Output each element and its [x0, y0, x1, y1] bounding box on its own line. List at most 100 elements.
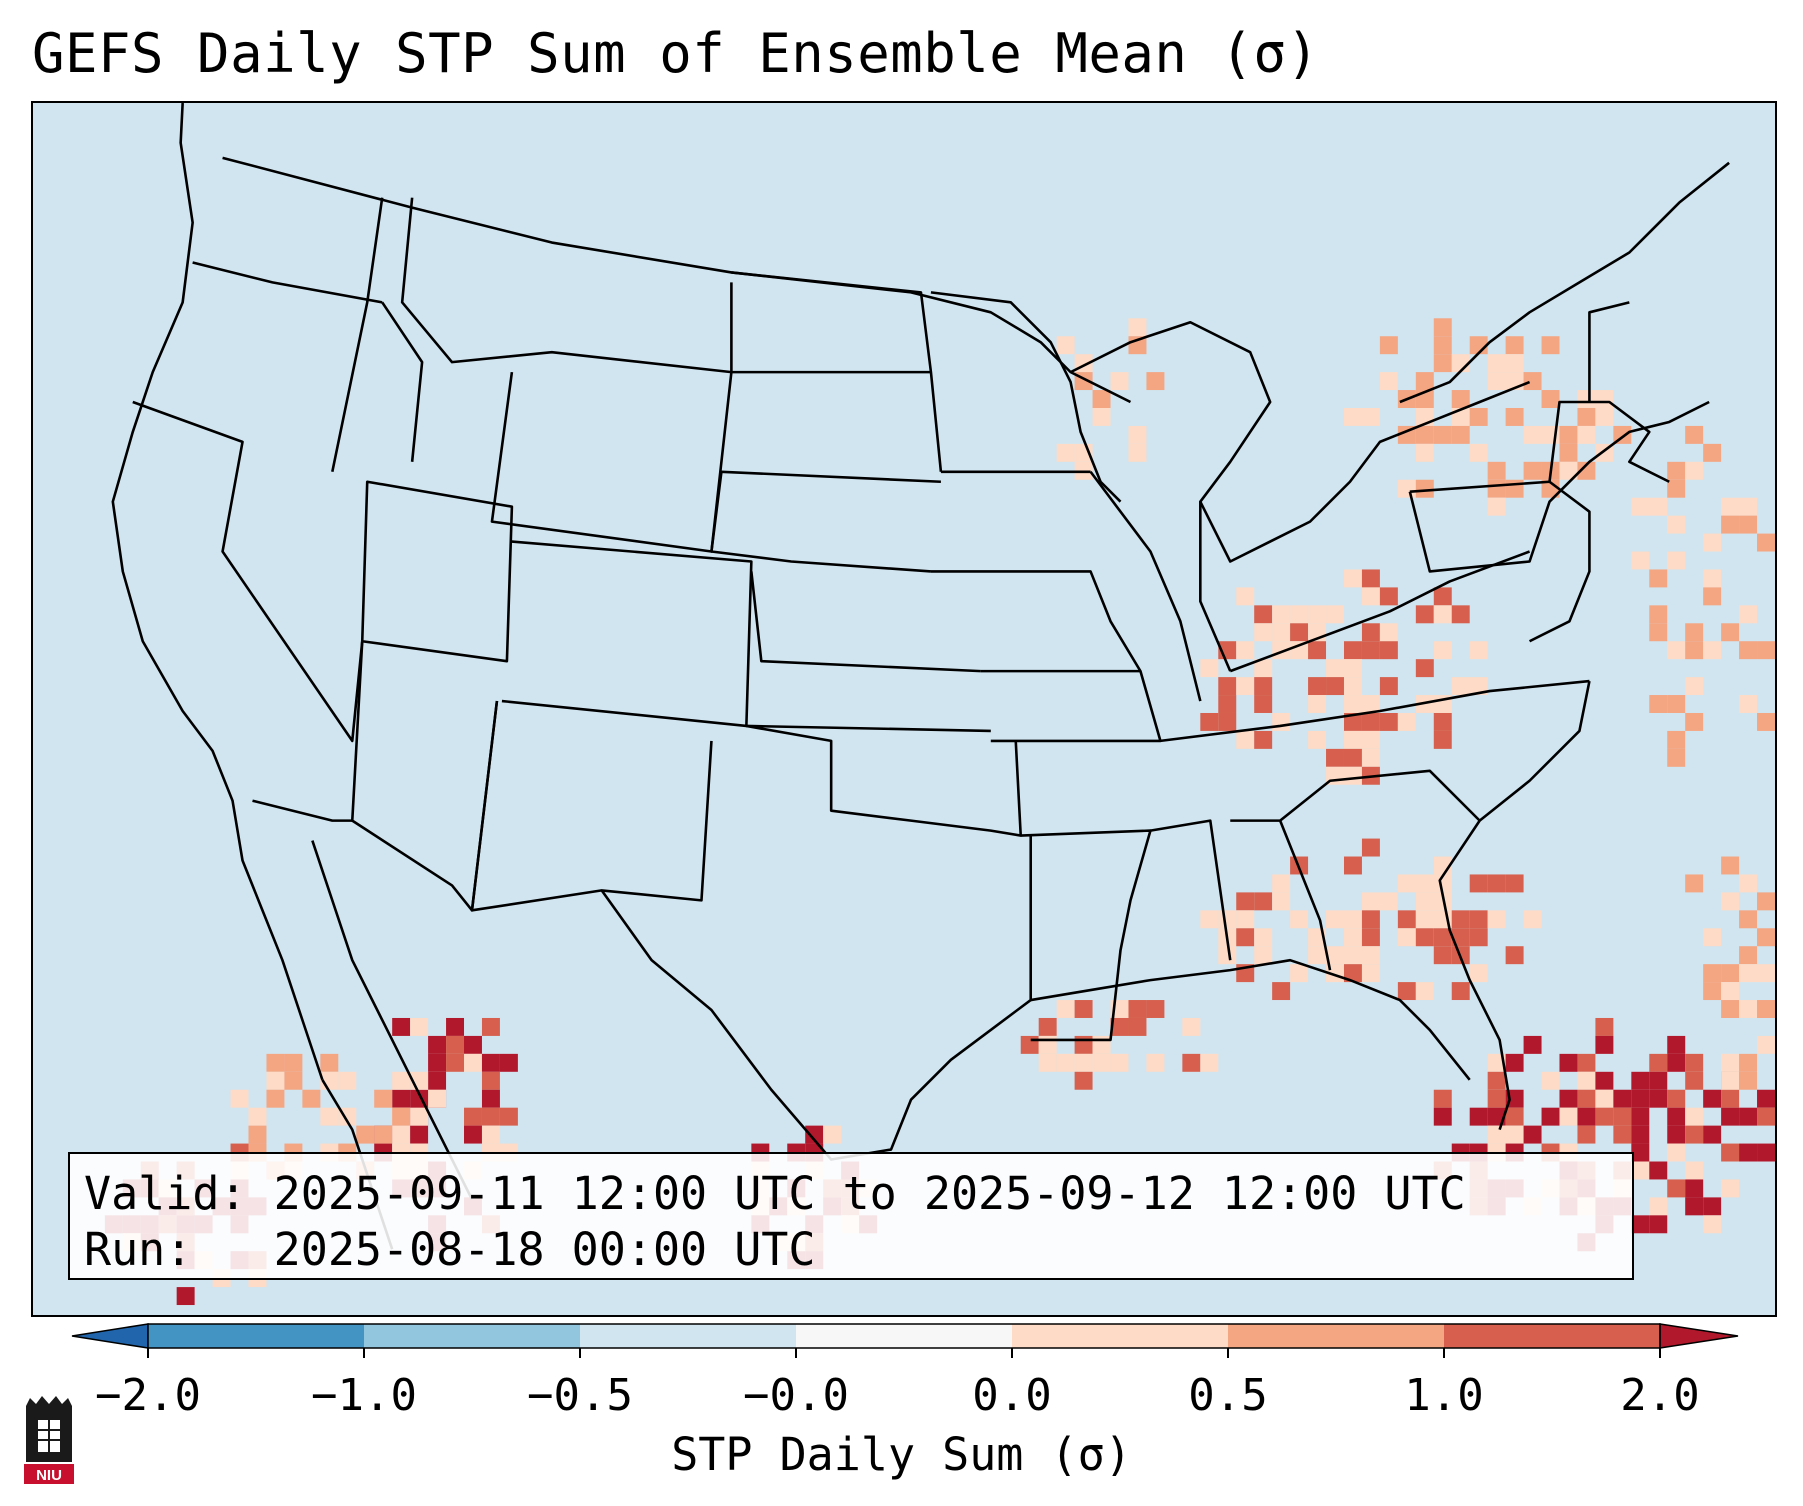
heat-cell [1451, 982, 1470, 1001]
border-ca-southern [252, 799, 353, 822]
heat-cell [1361, 695, 1380, 713]
heat-cell [1469, 677, 1488, 696]
heat-cell [1577, 1053, 1596, 1072]
heat-cell [481, 1017, 500, 1036]
heat-cell [1739, 1071, 1758, 1090]
heat-cell [481, 1071, 500, 1090]
heat-cell [1451, 605, 1470, 624]
heat-cell [1559, 1107, 1578, 1126]
heat-cell [1433, 712, 1452, 731]
heat-cell [1739, 910, 1758, 929]
colorbar-segment [148, 1324, 364, 1348]
heat-cell [1631, 1107, 1650, 1126]
logo-banner [24, 1464, 74, 1484]
heat-cell [1254, 892, 1273, 911]
heat-cell [1487, 874, 1506, 893]
heat-cell [1361, 569, 1380, 588]
heat-cell [1757, 928, 1775, 947]
heat-cell [446, 1053, 465, 1072]
heat-cell [1757, 533, 1775, 552]
heat-cell [1649, 1215, 1668, 1234]
heat-cell [1667, 1089, 1686, 1108]
heat-cell [1649, 569, 1668, 588]
heat-cell [1182, 1017, 1201, 1036]
heat-cell [1128, 1000, 1147, 1018]
heat-cell [1361, 928, 1380, 947]
heat-cell [1433, 730, 1452, 749]
heat-cell [1685, 1107, 1704, 1126]
heat-cell [1343, 748, 1362, 767]
heat-cell [176, 1287, 195, 1306]
heat-cell [1757, 1000, 1775, 1018]
heat-cell [1361, 623, 1380, 642]
heat-cell [1343, 712, 1362, 731]
heat-cell [1649, 605, 1668, 624]
colorbar-tick-label: −2.0 [95, 1370, 201, 1421]
heat-cell [266, 1053, 285, 1072]
heat-cell [1613, 1107, 1632, 1126]
heat-cell [1487, 1071, 1506, 1090]
heat-cell [1290, 964, 1309, 983]
heat-cell [1110, 1017, 1129, 1036]
heat-cell [1523, 425, 1542, 444]
heat-cell [1254, 695, 1273, 713]
heat-cell [1631, 1089, 1650, 1108]
heat-cell [1415, 605, 1434, 624]
heat-cell [1128, 1017, 1147, 1036]
heat-cell [464, 1035, 482, 1054]
heat-cell [1308, 677, 1327, 696]
heat-cell [1487, 479, 1506, 498]
heat-cell [823, 1125, 842, 1144]
heat-cell [1092, 407, 1111, 426]
heat-cell [1667, 748, 1686, 767]
heat-cell [1559, 1089, 1578, 1108]
heat-cell [1433, 946, 1452, 965]
heat-cell [1361, 730, 1380, 749]
heat-cell [1703, 641, 1722, 660]
heat-cell [1379, 623, 1398, 642]
heat-cell [1685, 677, 1704, 696]
heat-cell [428, 1071, 447, 1090]
heat-cell [1469, 443, 1488, 462]
heat-cell [1649, 497, 1668, 516]
heat-cell [1505, 874, 1524, 893]
heat-cell [1290, 910, 1309, 929]
heat-cell [1721, 982, 1740, 1001]
border-ne-ks [710, 471, 991, 733]
heat-cell [1343, 569, 1362, 588]
heat-cell [1505, 479, 1524, 498]
heat-cell [1469, 928, 1488, 947]
heat-cell [1595, 1017, 1614, 1036]
heat-cell [1343, 641, 1362, 660]
border-ia-mo [930, 570, 1162, 743]
heat-cell [1757, 892, 1775, 911]
heat-cell [1667, 1125, 1686, 1144]
heat-cell [1703, 1089, 1722, 1108]
heat-cell [1038, 1053, 1057, 1072]
heat-cell [1541, 390, 1560, 408]
heat-cell [1667, 1107, 1686, 1126]
heat-cell [1685, 874, 1704, 893]
heat-cell [1415, 479, 1434, 498]
heat-cell [1110, 372, 1129, 391]
heat-cell [1595, 407, 1614, 426]
heat-cell [1200, 712, 1219, 731]
map-panel [31, 101, 1777, 1317]
heat-cell [1649, 1161, 1668, 1180]
heat-cell [1433, 354, 1452, 373]
heat-cell [1685, 1071, 1704, 1090]
heat-cell [1559, 461, 1578, 480]
heat-cell [1379, 587, 1398, 606]
heat-cell [1272, 892, 1291, 911]
heat-cell [284, 1053, 303, 1072]
heat-cell [464, 1107, 482, 1126]
heat-cell [428, 1035, 447, 1054]
heat-cell [1559, 425, 1578, 444]
heat-cell [1577, 1107, 1596, 1126]
heat-cell [1703, 928, 1722, 947]
heat-cell [1667, 730, 1686, 749]
heat-cell [320, 1053, 339, 1072]
heat-cell [1254, 928, 1273, 947]
border-co [501, 540, 753, 728]
heat-cell [1469, 1107, 1488, 1126]
